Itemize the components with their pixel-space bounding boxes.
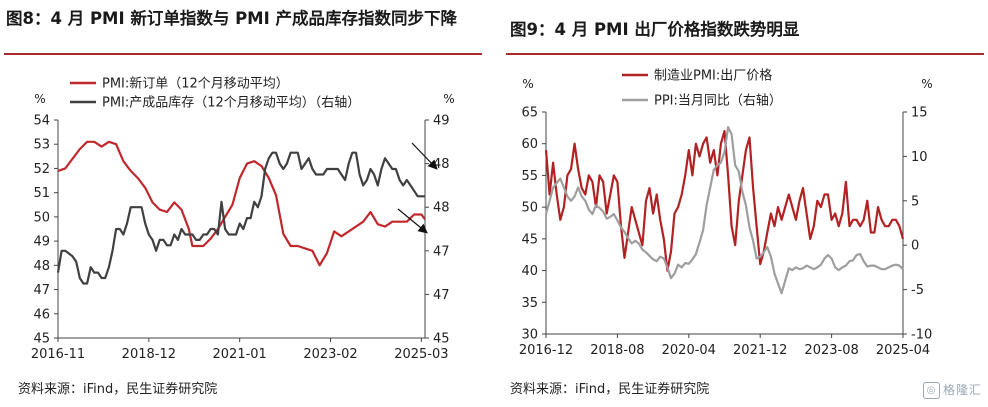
left-tick-label: 54	[33, 114, 50, 129]
right-tick-label: 47	[433, 288, 450, 303]
series-line-left	[544, 129, 905, 272]
x-tick-label: 2023-08	[804, 343, 858, 358]
down-arrow-icon	[411, 142, 438, 170]
right-tick-label: 48	[433, 157, 450, 172]
left-tick-label: 35	[521, 296, 538, 311]
left-tick-label: 48	[33, 259, 50, 274]
right-tick-label: 47	[433, 244, 450, 259]
series-line-right	[56, 151, 425, 285]
left-tick-label: 50	[521, 201, 538, 216]
watermark-logo-icon: ◎	[922, 382, 940, 399]
right-tick-label: 0	[911, 239, 919, 254]
right-unit-label: %	[921, 77, 932, 91]
source-note-left: 资料来源：iFind，民生证券研究院	[18, 382, 218, 397]
x-tick-label: 2018-12	[122, 347, 176, 362]
right-tick-label: 45	[433, 332, 450, 347]
figure-9-title: 图9：4 月 PMI 出厂价格指数跌势明显	[510, 20, 800, 39]
x-tick-label: 2016-12	[519, 343, 573, 358]
left-tick-label: 65	[521, 106, 538, 121]
left-tick-label: 55	[521, 169, 538, 184]
x-tick-label: 2018-08	[590, 343, 644, 358]
legend-label: 制造业PMI:出厂价格	[654, 68, 772, 84]
x-tick-label: 2020-04	[662, 343, 716, 358]
left-tick-label: 49	[33, 235, 50, 250]
right-tick-label: 5	[911, 194, 919, 209]
left-tick-label: 45	[521, 232, 538, 247]
left-tick-label: 47	[33, 283, 50, 298]
title-rule-left	[4, 53, 482, 55]
watermark: ◎ 格隆汇	[922, 381, 982, 399]
left-unit-label: %	[522, 77, 533, 91]
legend-label: PMI:产成品库存（12个月移动平均）（右轴）	[102, 95, 360, 111]
left-tick-label: 46	[33, 307, 50, 322]
x-tick-label: 2023-02	[303, 347, 357, 362]
x-tick-label: 2025-04	[876, 343, 930, 358]
right-tick-label: 49	[433, 114, 450, 129]
x-tick-label: 2025-03	[394, 347, 448, 362]
left-tick-label: 40	[521, 264, 538, 279]
right-tick-label: 48	[433, 201, 450, 216]
left-tick-label: 51	[33, 186, 50, 201]
left-tick-label: 60	[521, 137, 538, 152]
left-tick-label: 53	[33, 138, 50, 153]
left-tick-label: 30	[521, 328, 538, 343]
right-tick-label: -5	[911, 283, 924, 298]
right-unit-label: %	[443, 92, 454, 106]
left-unit-label: %	[34, 92, 45, 106]
legend-label: PPI:当月同比（右轴）	[654, 94, 782, 109]
title-rule-right	[506, 53, 984, 55]
right-tick-label: 10	[911, 150, 928, 165]
source-note-right: 资料来源：iFind，民生证券研究院	[510, 382, 710, 397]
legend-label: PMI:新订单（12个月移动平均）	[102, 76, 289, 92]
left-tick-label: 52	[33, 162, 50, 177]
left-tick-label: 50	[33, 210, 50, 225]
right-tick-label: -10	[911, 328, 932, 343]
series-line-left	[57, 140, 426, 267]
down-arrow-icon	[397, 208, 428, 234]
x-tick-label: 2021-12	[733, 343, 787, 358]
x-tick-label: 2016-11	[31, 347, 85, 362]
series-line-right	[544, 125, 904, 295]
figure-8-title: 图8：4 月 PMI 新订单指数与 PMI 产成品库存指数同步下降	[6, 9, 457, 28]
right-tick-label: 15	[911, 106, 928, 121]
x-tick-label: 2021-01	[213, 347, 267, 362]
left-tick-label: 45	[33, 332, 50, 347]
watermark-text: 格隆汇	[942, 383, 982, 397]
